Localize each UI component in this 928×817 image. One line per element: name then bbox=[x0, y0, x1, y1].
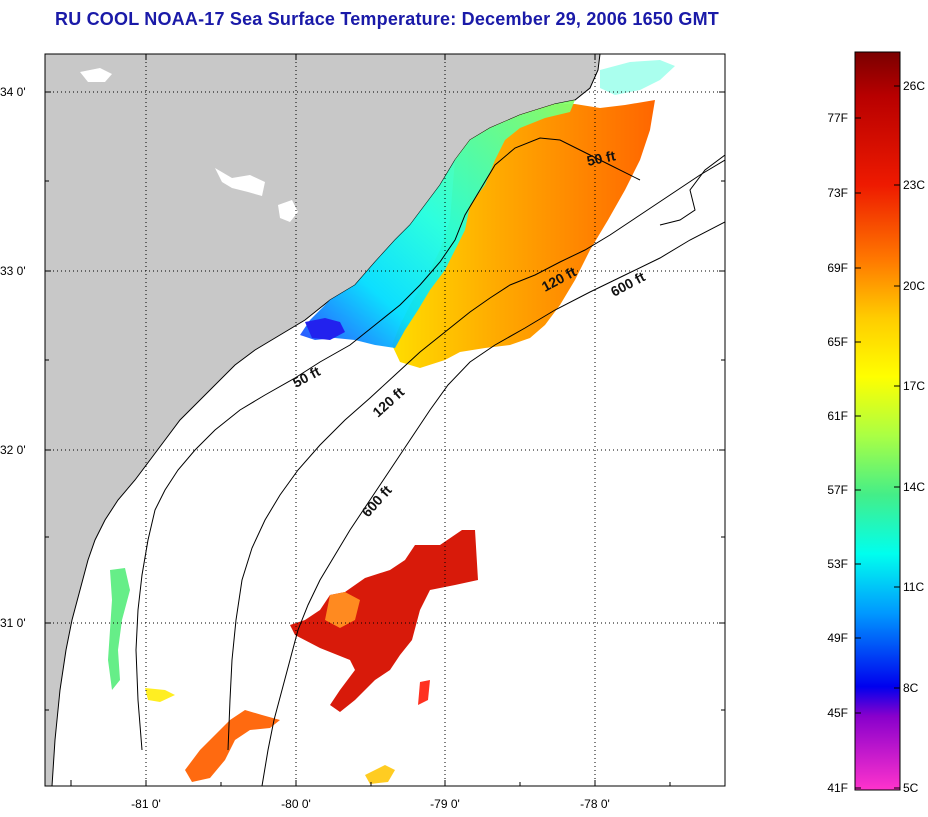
sst-fragment-south-4 bbox=[418, 680, 430, 705]
frame-ticks bbox=[45, 54, 725, 786]
sst-fragment-top bbox=[600, 60, 675, 95]
lat-gridlines bbox=[45, 91, 725, 624]
sst-fragment-south-1 bbox=[185, 710, 280, 782]
contour-600ft bbox=[261, 221, 725, 786]
lon-label-78: -78 0' bbox=[580, 797, 610, 811]
lat-label-32: 32 0' bbox=[0, 443, 26, 457]
map-frame bbox=[44, 53, 726, 787]
contour-50ft bbox=[135, 137, 641, 751]
sst-cold-patch bbox=[305, 318, 345, 340]
sst-warm-patch-south bbox=[290, 530, 478, 712]
sst-fragment-south-5 bbox=[365, 765, 395, 784]
sst-warm-patch-south-2 bbox=[325, 592, 360, 628]
cloud-mask-3 bbox=[278, 200, 298, 222]
sst-coastal-cool-north bbox=[300, 100, 575, 348]
lat-label-33: 33 0' bbox=[0, 264, 26, 278]
cloud-mask-2 bbox=[80, 68, 112, 82]
lat-label-31: 31 0' bbox=[0, 616, 26, 630]
lon-label-80: -80 0' bbox=[281, 797, 311, 811]
sst-fragment-south-3 bbox=[145, 688, 175, 702]
contour-120ft bbox=[227, 159, 725, 751]
contour-offshore bbox=[659, 154, 725, 226]
lat-label-34: 34 0' bbox=[0, 85, 26, 99]
cloud-mask-1 bbox=[215, 168, 265, 196]
map-title: RU COOL NOAA-17 Sea Surface Temperature:… bbox=[55, 9, 719, 29]
sst-fragment-south-2 bbox=[108, 568, 130, 690]
lon-label-81: -81 0' bbox=[131, 797, 161, 811]
lon-label-79: -79 0' bbox=[430, 797, 460, 811]
contour-label-50ft-north: 50 ft bbox=[585, 147, 617, 169]
